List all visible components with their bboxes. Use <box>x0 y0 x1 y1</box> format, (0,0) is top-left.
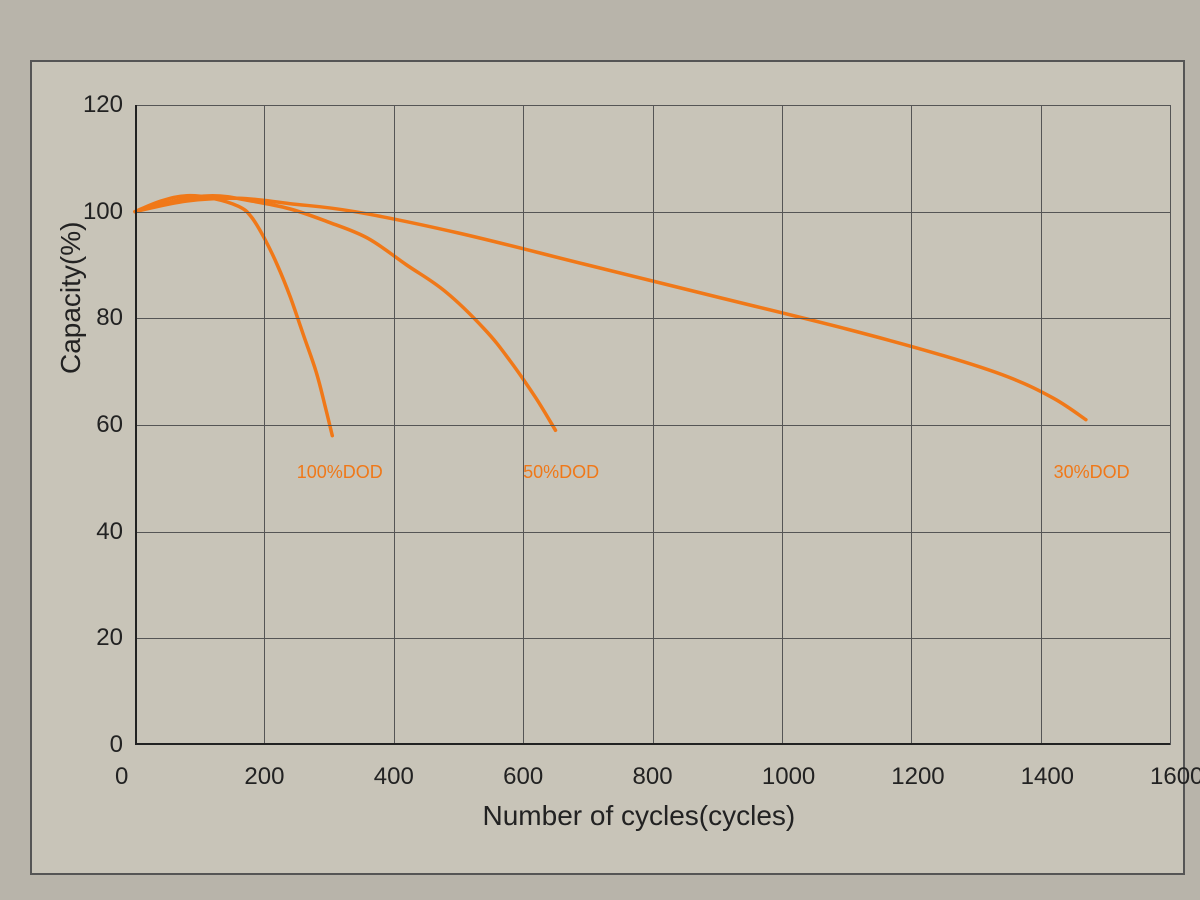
grid-line-vertical <box>1170 105 1171 745</box>
x-tick-label: 1200 <box>891 763 944 791</box>
grid-line-horizontal <box>135 532 1170 533</box>
y-tick-label: 120 <box>83 91 123 119</box>
y-tick-label: 20 <box>96 624 123 652</box>
x-tick-label: 1000 <box>762 763 815 791</box>
grid-line-horizontal <box>135 318 1170 319</box>
plot-area <box>135 105 1170 745</box>
series-label: 100%DOD <box>297 462 383 483</box>
y-tick-label: 80 <box>96 304 123 332</box>
series-curve-30-dod <box>135 198 1086 420</box>
y-axis-title: Capacity(%) <box>55 221 87 373</box>
x-tick-label: 800 <box>633 763 673 791</box>
x-tick-label: 1400 <box>1021 763 1074 791</box>
y-axis-line <box>135 105 137 745</box>
grid-line-horizontal <box>135 105 1170 106</box>
y-tick-label: 0 <box>110 731 123 759</box>
y-tick-label: 40 <box>96 518 123 546</box>
grid-line-horizontal <box>135 425 1170 426</box>
x-axis-title: Number of cycles(cycles) <box>483 800 796 832</box>
grid-line-horizontal <box>135 212 1170 213</box>
series-curve-50-dod <box>135 196 556 431</box>
series-label: 30%DOD <box>1054 462 1130 483</box>
y-tick-label: 60 <box>96 411 123 439</box>
y-tick-label: 100 <box>83 198 123 226</box>
grid-line-horizontal <box>135 638 1170 639</box>
x-axis-line <box>135 743 1170 745</box>
x-tick-label: 600 <box>503 763 543 791</box>
x-tick-label: 400 <box>374 763 414 791</box>
x-tick-label: 0 <box>115 763 128 791</box>
series-label: 50%DOD <box>523 462 599 483</box>
x-tick-label: 1600 <box>1150 763 1200 791</box>
x-tick-label: 200 <box>244 763 284 791</box>
series-curve-100-dod <box>135 196 332 436</box>
